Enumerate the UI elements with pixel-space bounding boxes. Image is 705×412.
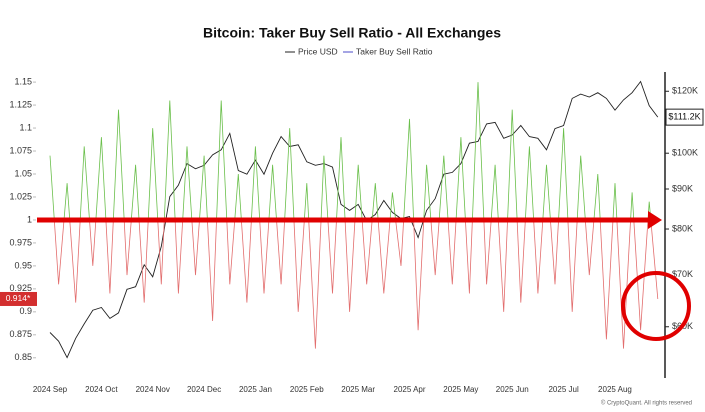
x-tick-label: 2024 Oct <box>85 385 118 394</box>
y2-tick-label: $90K <box>672 183 693 193</box>
y-tick-label: 0.925 <box>9 283 32 293</box>
x-tick-label: 2025 Mar <box>341 385 375 394</box>
arrow-head <box>648 210 662 229</box>
price-value-label: $111.2K <box>668 112 700 122</box>
y2-tick-label: $100K <box>672 148 698 158</box>
y-tick-label: 0.875 <box>9 329 32 339</box>
x-tick-label: 2024 Dec <box>187 385 221 394</box>
y-tick-label: 1 <box>27 214 32 224</box>
chart-title: Bitcoin: Taker Buy Sell Ratio - All Exch… <box>203 25 501 41</box>
y-tick-label: 0.975 <box>9 237 32 247</box>
x-tick-label: 2025 Jun <box>496 385 529 394</box>
x-tick-label: 2025 Jan <box>239 385 272 394</box>
x-tick-label: 2025 Apr <box>394 385 426 394</box>
x-tick-label: 2024 Nov <box>136 385 170 394</box>
x-tick-label: 2025 Aug <box>598 385 632 394</box>
x-tick-label: 2024 Sep <box>33 385 68 394</box>
y-tick-label: 1.125 <box>9 99 32 109</box>
y2-tick-label: $70K <box>672 269 693 279</box>
y-tick-label: 0.95 <box>14 260 32 270</box>
y-tick-label: 1.025 <box>9 191 32 201</box>
y-tick-label: 1.075 <box>9 145 32 155</box>
y-tick-label: 1.05 <box>14 168 32 178</box>
last-value-box <box>0 291 37 306</box>
x-tick-label: 2025 Jul <box>548 385 578 394</box>
legend-label: Taker Buy Sell Ratio <box>356 46 433 56</box>
series-line <box>49 82 659 349</box>
copyright: © CryptoQuant. All rights reserved <box>601 400 692 407</box>
y-tick-label: 1.1 <box>19 122 32 132</box>
last-value-label: 0.914* <box>6 293 31 303</box>
y-tick-label: 0.85 <box>14 352 32 362</box>
y-tick-label: 0.9 <box>19 306 32 316</box>
x-tick-label: 2025 Feb <box>290 385 324 394</box>
y2-tick-label: $120K <box>672 86 698 96</box>
highlight-circle <box>621 271 691 341</box>
price-value-box <box>665 108 704 126</box>
x-tick-label: 2025 May <box>443 385 478 394</box>
legend-label: Price USD <box>298 46 338 56</box>
series-line <box>49 80 659 359</box>
y2-tick-label: $80K <box>672 223 693 233</box>
y-tick-label: 1.15 <box>14 76 32 86</box>
